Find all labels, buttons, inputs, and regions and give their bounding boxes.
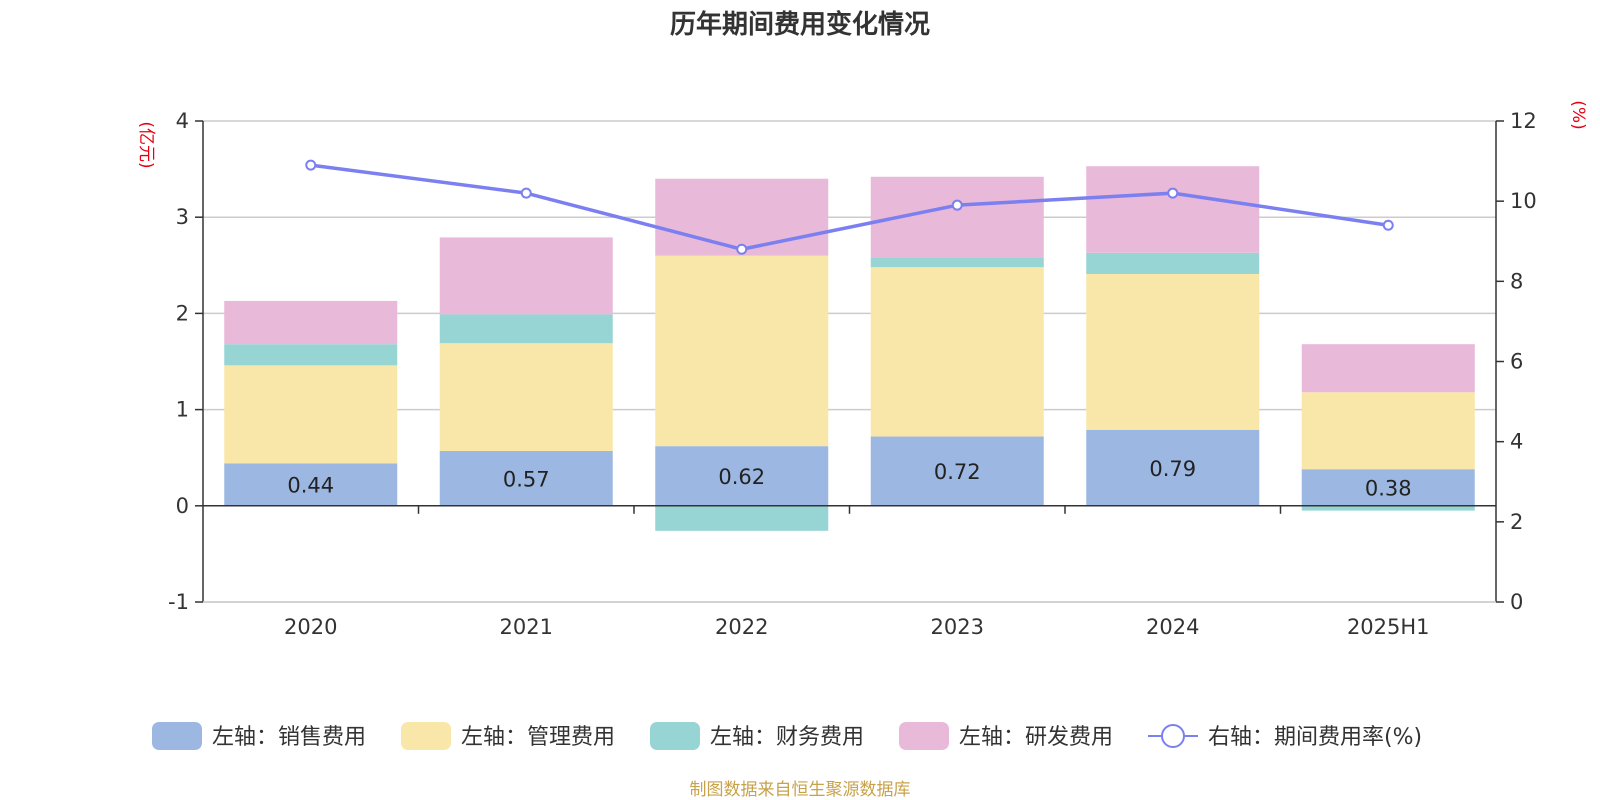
data-label-sales-2024: 0.79 (1149, 457, 1196, 481)
bar-finance-2024 (1086, 252, 1260, 274)
expense-rate-polyline (310, 163, 1389, 252)
x-tick-label: 2023 (931, 615, 984, 639)
bar-management-2023 (870, 267, 1044, 437)
bar-management-2021 (439, 343, 613, 451)
legend-swatch-sales (152, 722, 202, 750)
stacked-bars (224, 166, 1475, 531)
legend-swatch-marker (1161, 724, 1185, 748)
legend-label-rate: 右轴：期间费用率(%) (1208, 725, 1422, 750)
legend-label-management: 左轴：管理费用 (461, 725, 615, 750)
bar-management-2020 (224, 365, 398, 464)
expense-rate-point-2020 (305, 159, 317, 171)
legend-label-finance: 左轴：财务费用 (710, 725, 864, 750)
expense-rate-point-2024 (1167, 187, 1179, 199)
bar-rnd-2024 (1086, 166, 1260, 253)
bar-management-2024 (1086, 273, 1260, 430)
left-tick-label: 3 (176, 205, 189, 229)
left-axis-unit: (亿元) (136, 121, 156, 168)
bar-finance-2023 (870, 257, 1044, 268)
legend-label-sales: 左轴：销售费用 (212, 725, 366, 750)
data-label-sales-2020: 0.44 (287, 474, 334, 498)
bar-finance-2022 (655, 505, 829, 531)
left-tick-label: 1 (176, 398, 189, 422)
expense-rate-point-2021 (520, 187, 532, 199)
bar-rnd-2025H1 (1301, 344, 1475, 393)
bar-sales-2022 (655, 446, 829, 506)
bar-sales-2023 (870, 436, 1044, 506)
bar-management-2025H1 (1301, 392, 1475, 470)
bar-finance-2025H1 (1301, 505, 1475, 511)
expense-rate-point-2025H1 (1382, 219, 1394, 231)
bar-sales-2025H1 (1301, 469, 1475, 506)
right-axis-unit: (%) (1568, 100, 1588, 129)
right-tick-label: 12 (1510, 109, 1537, 133)
source-note: 制图数据来自恒生聚源数据库 (690, 780, 911, 800)
legend-swatch-finance (650, 722, 700, 750)
data-label-sales-2023: 0.72 (934, 460, 981, 484)
x-tick-label: 2022 (715, 615, 768, 639)
expense-rate-line (305, 159, 1394, 255)
bar-finance-2021 (439, 314, 613, 344)
x-tick-label: 2025H1 (1347, 615, 1430, 639)
right-tick-label: 10 (1510, 189, 1537, 213)
expense-rate-point-2023 (951, 199, 963, 211)
bar-management-2022 (655, 255, 829, 447)
legend: 左轴：销售费用 左轴：管理费用 左轴：财务费用 左轴：研发费用 右轴：期间费用率(%) (152, 722, 1422, 750)
bar-finance-2020 (224, 344, 398, 366)
right-tick-label: 0 (1510, 590, 1523, 614)
bar-rnd-2022 (655, 178, 829, 256)
bar-sales-2020 (224, 463, 398, 506)
left-tick-label: 4 (176, 109, 189, 133)
bar-sales-2024 (1086, 429, 1260, 506)
chart-title: 历年期间费用变化情况 (670, 9, 930, 40)
right-tick-label: 4 (1510, 430, 1523, 454)
legend-label-rnd: 左轴：研发费用 (959, 725, 1113, 750)
data-label-sales-2022: 0.62 (718, 465, 765, 489)
bar-sales-2021 (439, 450, 613, 506)
legend-swatch-rnd (899, 722, 949, 750)
expense-rate-point-2022 (736, 243, 748, 255)
x-tick-label: 2021 (500, 615, 553, 639)
left-tick-label: -1 (168, 590, 189, 614)
legend-swatch-management (401, 722, 451, 750)
data-label-sales-2021: 0.57 (503, 467, 550, 491)
right-tick-label: 6 (1510, 350, 1523, 374)
x-tick-label: 2020 (284, 615, 337, 639)
bar-rnd-2020 (224, 300, 398, 345)
right-tick-label: 8 (1510, 269, 1523, 293)
left-tick-label: 2 (176, 301, 189, 325)
bar-rnd-2021 (439, 237, 613, 315)
x-tick-label: 2024 (1146, 615, 1199, 639)
data-label-sales-2025H1: 0.38 (1365, 477, 1412, 501)
left-tick-label: 0 (176, 494, 189, 518)
data-labels: 0.44 0.57 0.62 0.72 0.79 0.38 (287, 457, 1411, 501)
right-tick-label: 2 (1510, 510, 1523, 534)
